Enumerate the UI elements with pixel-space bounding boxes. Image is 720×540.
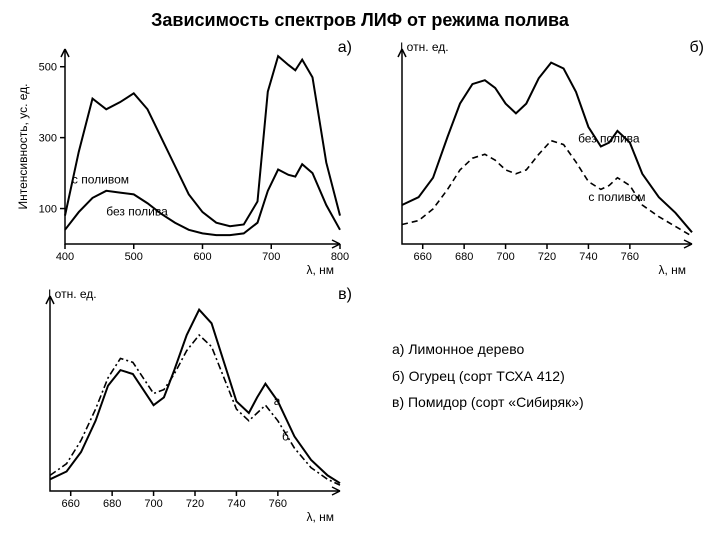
svg-text:б: б xyxy=(282,429,289,443)
svg-text:720: 720 xyxy=(538,251,556,263)
svg-text:760: 760 xyxy=(621,251,639,263)
legend-b: б) Огурец (сорт ТСХА 412) xyxy=(392,363,700,390)
svg-text:с поливом: с поливом xyxy=(72,173,129,187)
svg-text:без полива: без полива xyxy=(578,132,640,146)
svg-text:300: 300 xyxy=(39,133,57,145)
svg-text:500: 500 xyxy=(39,62,57,74)
svg-text:с поливом: с поливом xyxy=(588,190,645,204)
chart-b: 660 680 700 720 740 760 λ, нм I отн. ед. без пол… xyxy=(362,39,702,279)
svg-text:800: 800 xyxy=(331,251,349,263)
svg-text:700: 700 xyxy=(144,498,162,510)
panel-a-label: а) xyxy=(338,39,352,57)
svg-text:λ, нм: λ, нм xyxy=(306,263,334,277)
svg-text:660: 660 xyxy=(62,498,80,510)
page-title: Зависимость спектров ЛИФ от режима полив… xyxy=(10,10,710,31)
svg-text:λ, нм: λ, нм xyxy=(658,263,686,277)
svg-text:740: 740 xyxy=(579,251,597,263)
svg-text:600: 600 xyxy=(193,251,211,263)
svg-text:100: 100 xyxy=(39,204,57,216)
chart-c: 660 680 700 720 740 760 λ, нм I отн. ед. а б xyxy=(10,286,350,526)
svg-text:λ, нм: λ, нм xyxy=(306,510,334,524)
svg-text:680: 680 xyxy=(103,498,121,510)
panel-c: в) 660 680 700 720 740 760 λ, нм I отн. ед. а б xyxy=(10,286,358,529)
svg-text:740: 740 xyxy=(227,498,245,510)
chart-a: 400 500 600 700 800 100 300 500 λ, нм Интенсивнос… xyxy=(10,39,350,279)
legend-c: в) Помидор (сорт «Сибиряк») xyxy=(392,389,700,416)
svg-text:I отн. ед.: I отн. ед. xyxy=(400,40,449,54)
svg-text:а: а xyxy=(274,394,281,408)
legend-panel: а) Лимонное дерево б) Огурец (сорт ТСХА … xyxy=(362,286,710,529)
svg-text:660: 660 xyxy=(414,251,432,263)
panel-a: а) 400 500 600 700 800 100 300 500 λ, нм Интенсив… xyxy=(10,39,358,282)
svg-text:400: 400 xyxy=(56,251,74,263)
chart-grid: а) 400 500 600 700 800 100 300 500 λ, нм Интенсив… xyxy=(10,39,710,529)
legend-a: а) Лимонное дерево xyxy=(392,336,700,363)
panel-b: б) 660 680 700 720 740 760 λ, нм I отн. ед. без … xyxy=(362,39,710,282)
svg-text:760: 760 xyxy=(269,498,287,510)
svg-text:500: 500 xyxy=(125,251,143,263)
svg-text:Интенсивность, ус. ед.: Интенсивность, ус. ед. xyxy=(16,84,30,210)
svg-text:700: 700 xyxy=(262,251,280,263)
svg-text:700: 700 xyxy=(496,251,514,263)
svg-text:I отн. ед.: I отн. ед. xyxy=(48,287,97,301)
panel-b-label: б) xyxy=(690,39,705,57)
panel-c-label: в) xyxy=(338,286,352,304)
svg-text:720: 720 xyxy=(186,498,204,510)
svg-text:680: 680 xyxy=(455,251,473,263)
